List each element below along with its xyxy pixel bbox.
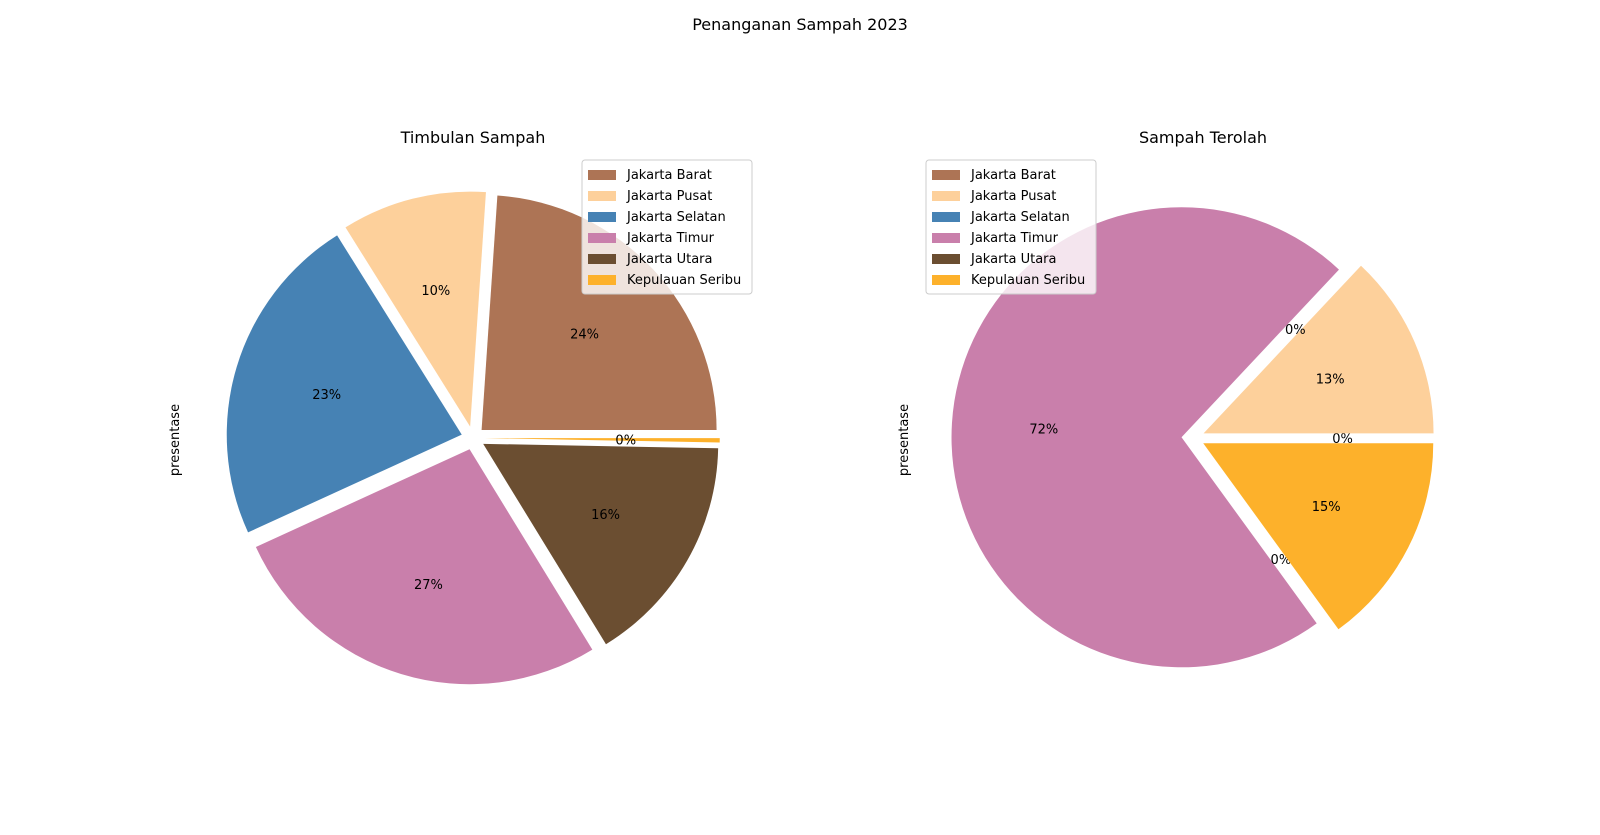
- pie-slice-jakarta-barat: [481, 195, 717, 430]
- pct-label-jakarta-pusat: 10%: [421, 284, 450, 299]
- pct-label-jakarta-pusat: 13%: [1316, 373, 1345, 388]
- legend-label-jakarta-selatan: Jakarta Selatan: [626, 210, 726, 225]
- pct-label-jakarta-utara: 16%: [591, 508, 620, 523]
- legend-label-jakarta-timur: Jakarta Timur: [970, 231, 1059, 246]
- legend-frame: [581, 159, 753, 295]
- legend-swatch-jakarta-utara: [588, 254, 616, 264]
- pie-slice-jakarta-timur: [255, 449, 593, 685]
- pct-label-kepulauan-seribu: 15%: [1312, 500, 1341, 515]
- legend-label-jakarta-barat: Jakarta Barat: [626, 168, 712, 183]
- pie-timbulan: 24% 10% 23% 27% 16% 0%: [226, 191, 720, 685]
- legend-swatch-jakarta-pusat: [588, 191, 616, 201]
- pct-label-jakarta-barat: 24%: [570, 328, 599, 343]
- legend-terolah: Jakarta Barat Jakarta Pusat Jakarta Selata…: [925, 159, 1097, 295]
- pie-slice-jakarta-selatan: [226, 235, 462, 533]
- pct-label-jakarta-selatan: 23%: [312, 388, 341, 403]
- pct-label-kepulauan-seribu: 0%: [615, 433, 636, 448]
- legend-label-jakarta-timur: Jakarta Timur: [626, 231, 715, 246]
- legend-swatch-jakarta-timur: [932, 233, 960, 243]
- legend-label-jakarta-utara: Jakarta Utara: [970, 252, 1057, 267]
- legend-swatch-jakarta-pusat: [932, 191, 960, 201]
- pie-terolah: 0%13%0%72%0%15%: [951, 207, 1434, 668]
- legend-label-kepulauan-seribu: Kepulauan Seribu: [971, 273, 1085, 288]
- legend-swatch-kepulauan-seribu: [588, 275, 616, 285]
- pct-label-jakarta-selatan: 0%: [1285, 323, 1306, 338]
- pie-slice-jakarta-timur: [951, 207, 1339, 668]
- pie-slice-kepulauan-seribu: [484, 438, 720, 443]
- legend-swatch-jakarta-selatan: [932, 212, 960, 222]
- legend-label-jakarta-selatan: Jakarta Selatan: [970, 210, 1070, 225]
- legend-swatch-jakarta-utara: [932, 254, 960, 264]
- legend-swatch-jakarta-barat: [932, 170, 960, 180]
- pct-label-jakarta-timur: 72%: [1029, 423, 1058, 438]
- legend-swatch-jakarta-selatan: [588, 212, 616, 222]
- legend-label-jakarta-pusat: Jakarta Pusat: [626, 189, 712, 204]
- y-axis-label-timbulan: presentase: [168, 404, 183, 476]
- legend-label-kepulauan-seribu: Kepulauan Seribu: [627, 273, 741, 288]
- legend-swatch-kepulauan-seribu: [932, 275, 960, 285]
- y-axis-label-terolah: presentase: [897, 404, 912, 476]
- legend-label-jakarta-barat: Jakarta Barat: [970, 168, 1056, 183]
- legend-swatch-jakarta-timur: [588, 233, 616, 243]
- legend-swatch-jakarta-barat: [588, 170, 616, 180]
- figure-title: Penanganan Sampah 2023: [692, 15, 908, 34]
- chart-sampah-terolah: Sampah Terolah presentase 0%13%0%72%0%15…: [897, 128, 1434, 668]
- chart-timbulan-sampah: Timbulan Sampah presentase 24% 10% 23% 27% 1…: [168, 128, 753, 685]
- pie-slice-jakarta-utara: [483, 443, 719, 645]
- legend-timbulan: Jakarta Barat Jakarta Pusat Jakarta Selata…: [581, 159, 753, 295]
- pie-slice-jakarta-pusat: [345, 191, 486, 427]
- chart-title-terolah: Sampah Terolah: [1139, 128, 1267, 147]
- pie-slice-kepulauan-seribu: [1203, 443, 1434, 630]
- legend-frame: [925, 159, 1097, 295]
- legend-label-jakarta-pusat: Jakarta Pusat: [970, 189, 1056, 204]
- legend-label-jakarta-utara: Jakarta Utara: [626, 252, 713, 267]
- pie-slice-jakarta-pusat: [1203, 265, 1434, 434]
- chart-title-timbulan: Timbulan Sampah: [400, 128, 546, 147]
- pct-label-jakarta-timur: 27%: [414, 578, 443, 593]
